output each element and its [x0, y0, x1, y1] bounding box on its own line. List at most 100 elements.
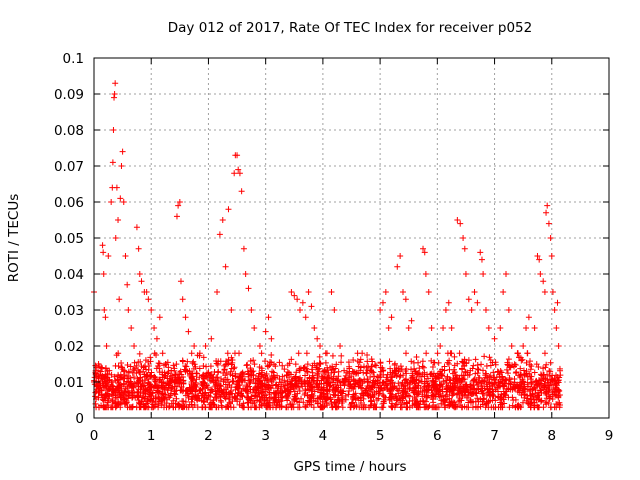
data-point [297, 307, 303, 313]
data-point [449, 370, 456, 377]
data-point [444, 396, 451, 403]
data-point [527, 395, 534, 402]
data-point [324, 377, 331, 384]
data-point [135, 377, 142, 384]
data-point [152, 374, 159, 381]
data-point [205, 392, 212, 399]
data-point [240, 400, 247, 407]
data-point [322, 350, 329, 357]
data-point [286, 374, 293, 381]
data-point [175, 401, 182, 408]
data-point [256, 343, 263, 349]
data-point [161, 372, 168, 379]
data-point [508, 343, 515, 349]
data-point [302, 404, 309, 411]
data-point [452, 404, 459, 411]
data-point [467, 396, 474, 403]
data-point [170, 362, 177, 369]
data-point [293, 395, 300, 402]
data-point [444, 373, 451, 380]
data-point [461, 376, 468, 383]
data-point [308, 303, 315, 310]
data-point [323, 396, 330, 403]
data-point [341, 375, 348, 382]
x-tick-label: 8 [547, 428, 556, 444]
data-point [328, 400, 335, 407]
data-point [137, 358, 144, 365]
data-point [309, 374, 316, 381]
data-point [434, 350, 441, 357]
data-point [204, 384, 211, 391]
data-point [527, 376, 534, 383]
data-point [530, 385, 537, 392]
data-point [324, 386, 331, 393]
data-point [495, 369, 502, 376]
data-point [162, 361, 169, 367]
data-point [324, 402, 331, 409]
data-point [541, 350, 548, 357]
data-point [135, 245, 142, 252]
data-point [457, 402, 464, 409]
data-point [182, 363, 189, 370]
data-point [235, 166, 242, 173]
y-tick-label: 0.02 [54, 339, 84, 355]
data-point [207, 372, 214, 379]
data-point [486, 379, 493, 386]
data-point [176, 199, 183, 205]
data-point [362, 389, 369, 396]
data-point [532, 390, 539, 397]
x-tick-label: 1 [147, 428, 156, 444]
data-point [112, 392, 119, 399]
data-point [396, 374, 403, 381]
data-point [117, 195, 124, 202]
data-point [505, 307, 512, 313]
data-point [554, 299, 561, 306]
data-point [397, 363, 404, 370]
data-point [371, 361, 378, 368]
data-point [443, 380, 450, 387]
data-point [382, 289, 389, 295]
data-point [411, 376, 418, 383]
data-point [242, 271, 249, 277]
data-point [480, 271, 487, 277]
data-point [317, 396, 324, 403]
data-point [263, 400, 270, 407]
data-point [124, 362, 131, 369]
data-point [392, 370, 399, 377]
data-point [353, 369, 360, 376]
data-point [511, 376, 518, 383]
data-point [227, 387, 234, 394]
data-point [380, 379, 387, 386]
data-point [528, 363, 535, 370]
data-point [394, 263, 401, 270]
data-point [204, 396, 211, 403]
data-point [555, 393, 562, 400]
data-point [554, 374, 561, 381]
data-point [186, 368, 193, 375]
data-point [289, 376, 296, 383]
data-point [345, 387, 352, 394]
data-point [511, 361, 518, 368]
data-point [121, 401, 128, 408]
data-point [320, 375, 327, 382]
data-point [176, 402, 183, 409]
data-point [125, 307, 132, 313]
x-tick-label: 6 [433, 428, 442, 444]
data-point [232, 370, 239, 377]
data-point [128, 387, 135, 394]
data-point [241, 377, 248, 384]
data-point [546, 373, 553, 380]
data-point [503, 366, 510, 373]
data-point [486, 389, 493, 396]
data-point [211, 401, 218, 408]
data-point [553, 380, 560, 387]
data-point [375, 374, 382, 381]
data-point [403, 399, 410, 406]
data-point [279, 394, 286, 401]
data-point [306, 401, 313, 408]
data-point [121, 380, 128, 387]
data-point [547, 235, 554, 241]
data-point [304, 361, 311, 368]
data-point [112, 400, 119, 407]
data-point [108, 199, 115, 205]
